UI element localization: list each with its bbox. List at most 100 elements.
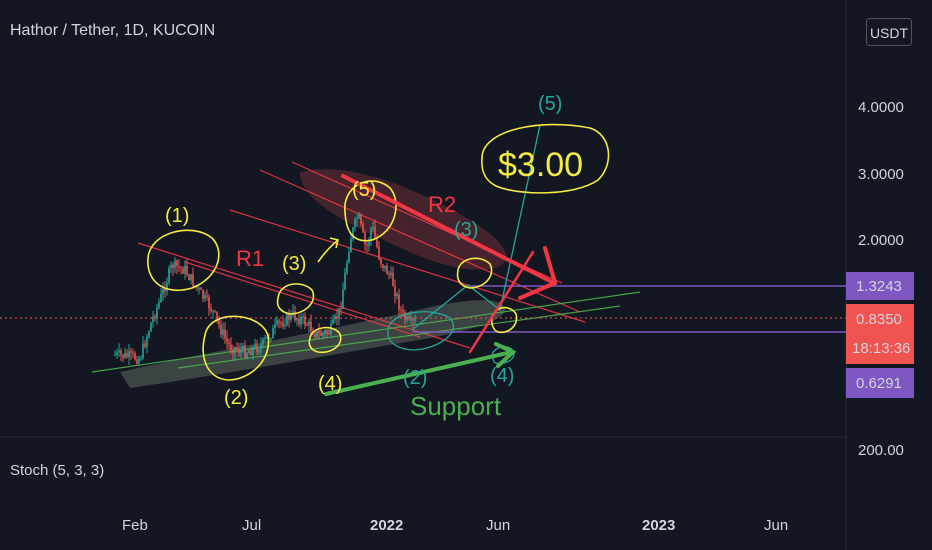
candle-body [246,353,248,358]
candle-body [292,311,294,314]
candle-body [250,350,252,356]
candle-body [238,349,240,353]
teal-wave-label: (3) [454,219,478,241]
chart-title: Hathor / Tether, 1D, KUCOIN [10,22,216,39]
candle-body [334,316,336,320]
candle-body [222,329,224,335]
yellow-arrow-up [317,237,339,263]
candle-body [354,219,356,228]
candle-body [344,272,346,290]
candle-body [326,330,328,334]
candle-body [332,319,334,324]
price-tag-upper: 1.3243 [856,278,902,295]
candle-body [272,327,274,339]
candle-body [380,258,382,265]
x-tick-label: 2023 [642,517,675,534]
candle-body [136,359,138,364]
candle-body [412,318,414,321]
resistance-label-r2: R2 [428,192,456,217]
candle-body [184,265,186,274]
resistance-line [259,169,581,313]
candle-body [194,285,196,287]
yellow-circle-teal3 [456,257,493,289]
candle-body [126,353,128,358]
support-lines [91,291,641,373]
yellow-wave-annotations [147,123,610,381]
candle-body [288,313,290,320]
candle-body [186,265,188,276]
support-line [177,305,621,369]
candle-body [244,345,246,358]
candle-body [402,310,404,313]
candle-body [376,237,378,247]
candle-body [124,353,126,358]
candle-body [296,318,298,321]
resistance-line [137,242,471,349]
teal-wave-label: (4) [490,365,514,387]
candle-body [320,332,322,336]
support-line [91,291,641,373]
candle-body [384,265,386,269]
candle-body [172,264,174,269]
candle-body [162,288,164,294]
candle-body [386,265,388,275]
candle-body [274,324,276,328]
candle-body [404,312,406,320]
candle-body [410,318,412,320]
candle-body [198,288,200,290]
candle-body [396,294,398,297]
candle-body [146,337,148,347]
candle-body [164,288,166,292]
candle-body [260,344,262,351]
candle-body [346,262,348,273]
yellow-circle-1 [147,229,220,292]
price-tag-current-bg [846,304,914,364]
candle-body [358,214,360,219]
candle-body [328,333,330,335]
candle-body [356,218,358,220]
candle-body [398,294,400,310]
candle-body [368,239,370,246]
candle-body [390,272,392,275]
candle-body [204,295,206,299]
candles [114,211,416,366]
candle-body [388,274,390,276]
candle-body [200,288,202,290]
x-tick-label: Jul [242,517,261,534]
x-tick-label: Feb [122,517,148,534]
candle-body [336,316,338,319]
candle-body [414,319,416,321]
candle-body [270,338,272,340]
support-label: Support [410,391,502,421]
candle-body [226,338,228,343]
y-tick-label: 2.0000 [858,232,904,249]
candle-body [142,343,144,359]
candle-body [214,310,216,312]
candle-body [360,214,362,224]
candle-body [230,344,232,350]
candle-body [120,350,122,355]
price-tag-countdown: 18:13:36 [852,340,910,357]
resistance-arrow [341,174,558,354]
candle-body [152,316,154,323]
yellow-circle-teal4 [490,306,518,334]
x-tick-label: Jun [486,517,510,534]
indicator-label[interactable]: Stoch (5, 3, 3) [10,462,105,479]
candle-body [140,358,142,360]
candle-body [220,324,222,335]
currency-button[interactable]: USDT [866,18,912,46]
candle-body [144,343,146,347]
x-axis: Feb Jul 2022 Jun 2023 Jun [122,517,788,534]
candle-body [118,350,120,353]
candle-body [378,246,380,259]
yellow-wave-label: (5) [352,179,376,201]
candle-body [318,330,320,333]
support-arrow [324,342,517,396]
price-tag-lower-bg [846,368,914,398]
candle-body [306,324,308,326]
price-tag-current: 0.8350 [856,311,902,328]
candle-body [212,310,214,312]
candle-body [150,322,152,332]
candle-body [290,313,292,320]
